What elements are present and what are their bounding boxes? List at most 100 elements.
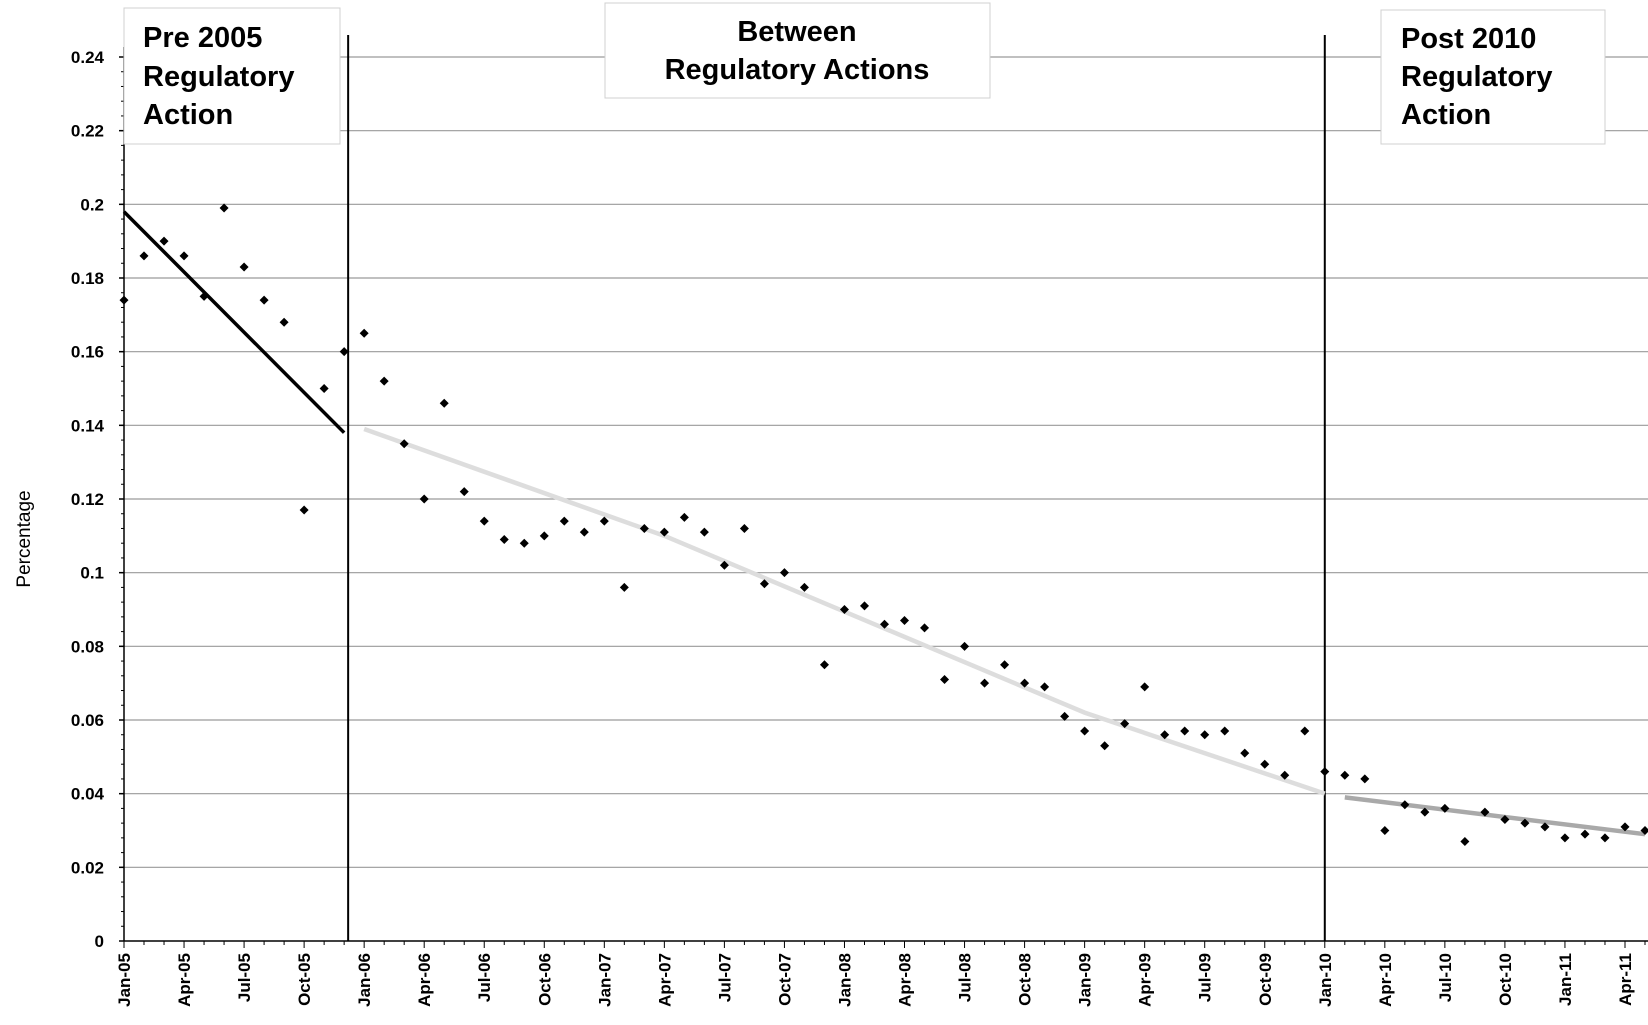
data-point: [119, 295, 129, 305]
trend-lines: [122, 210, 1646, 837]
data-point: [779, 568, 789, 578]
data-point: [819, 660, 829, 670]
y-tick-label: 0.08: [71, 637, 104, 656]
data-point: [259, 295, 269, 305]
data-point: [1640, 826, 1648, 835]
data-point: [1520, 818, 1530, 828]
data-point: [1280, 770, 1290, 780]
data-point: [479, 516, 489, 526]
x-tick-label: Jul-10: [1436, 953, 1455, 1002]
region-label-text: Regulatory Actions: [665, 54, 930, 86]
x-tick-label: Apr-08: [896, 953, 915, 1007]
data-point: [1360, 774, 1370, 784]
y-tick-label: 0.2: [80, 195, 104, 214]
x-tick-label: Jan-07: [595, 953, 614, 1007]
region-label-text: Pre 2005: [143, 22, 262, 54]
data-point: [1420, 807, 1430, 817]
region-label-text: Regulatory: [143, 61, 294, 93]
x-tick-label: Jan-05: [115, 953, 134, 1007]
data-point: [399, 439, 409, 449]
data-point: [579, 527, 589, 537]
data-point: [219, 203, 229, 213]
y-tick-label: 0.02: [71, 858, 104, 877]
y-tick-label: 0.04: [71, 785, 105, 804]
trend-line-pre-2005: [122, 210, 346, 434]
data-point: [1560, 833, 1570, 843]
region-label-text: Regulatory: [1401, 61, 1552, 93]
data-point: [439, 398, 449, 408]
y-tick-label: 0.1: [80, 564, 104, 583]
x-tick-label: Apr-05: [175, 953, 194, 1007]
data-point: [1060, 711, 1070, 721]
y-tick-label: 0.18: [71, 269, 104, 288]
x-tick-label: Jul-08: [956, 953, 975, 1002]
data-point: [1380, 826, 1390, 835]
x-tick-label: Apr-09: [1136, 953, 1155, 1007]
data-point: [659, 527, 669, 537]
data-point: [1500, 814, 1510, 824]
data-point: [139, 251, 149, 261]
data-point: [759, 579, 769, 589]
y-tick-label: 0.12: [71, 490, 104, 509]
data-point: [499, 535, 509, 545]
data-point: [719, 560, 729, 570]
data-point: [1020, 678, 1030, 688]
y-tick-label: 0.16: [71, 343, 104, 362]
y-tick-label: 0: [95, 932, 104, 951]
y-tick-label: 0.24: [71, 48, 105, 67]
data-point: [1540, 822, 1550, 832]
x-tick-label: Apr-10: [1376, 953, 1395, 1007]
data-point: [359, 328, 369, 338]
data-point: [1260, 759, 1270, 769]
gridlines: [124, 56, 1648, 868]
x-tick-label: Jan-09: [1076, 953, 1095, 1007]
data-point: [159, 236, 169, 246]
data-point: [559, 516, 569, 526]
data-point: [1160, 730, 1170, 740]
x-tick-label: Oct-05: [295, 953, 314, 1006]
data-point: [1620, 822, 1630, 832]
data-point: [459, 487, 469, 497]
data-point: [1240, 748, 1250, 758]
y-tick-label: 0.06: [71, 711, 104, 730]
data-point: [199, 291, 209, 301]
x-tick-label: Oct-09: [1256, 953, 1275, 1006]
data-point: [1200, 730, 1210, 740]
x-tick-label: Apr-11: [1616, 953, 1635, 1006]
data-point: [799, 582, 809, 592]
x-tick-label: Oct-08: [1016, 953, 1035, 1006]
data-point: [940, 674, 950, 684]
x-tick-label: Oct-10: [1496, 953, 1515, 1006]
data-point: [379, 376, 389, 386]
data-point: [539, 531, 549, 541]
data-point: [1460, 837, 1470, 847]
x-tick-label: Oct-07: [775, 953, 794, 1006]
data-point: [980, 678, 990, 688]
region-label-text: Action: [1401, 99, 1491, 131]
data-point: [639, 523, 649, 533]
data-point: [960, 641, 970, 651]
data-point: [519, 538, 529, 548]
data-point: [1140, 682, 1150, 692]
data-point: [279, 317, 289, 327]
data-point: [679, 512, 689, 522]
region-label-text: Between: [737, 16, 856, 48]
y-axis: 0 0.02 0.04 0.06 0.08 0.1 0.12 0.14 0.16 0.18 0.2 0…: [71, 47, 125, 951]
data-point: [1300, 726, 1310, 736]
data-point: [1440, 803, 1450, 813]
data-point: [839, 605, 849, 614]
trend-line-between: [363, 426, 1326, 796]
region-label-text: Post 2010: [1401, 23, 1536, 55]
region-label-text: Action: [143, 99, 233, 131]
x-tick-label: Jan-06: [355, 953, 374, 1007]
data-point: [419, 494, 429, 504]
x-axis: Jan-05 Apr-05 Jul-05 Oct-05 Jan-06 Apr-06 Jul-…: [115, 940, 1648, 1007]
data-point: [319, 384, 329, 393]
data-point: [699, 527, 709, 537]
data-point: [1100, 741, 1110, 751]
data-point: [1000, 660, 1010, 670]
x-tick-label: Oct-06: [535, 953, 554, 1006]
region-label-box: [1380, 9, 1606, 145]
y-tick-label: 0.22: [71, 122, 104, 141]
